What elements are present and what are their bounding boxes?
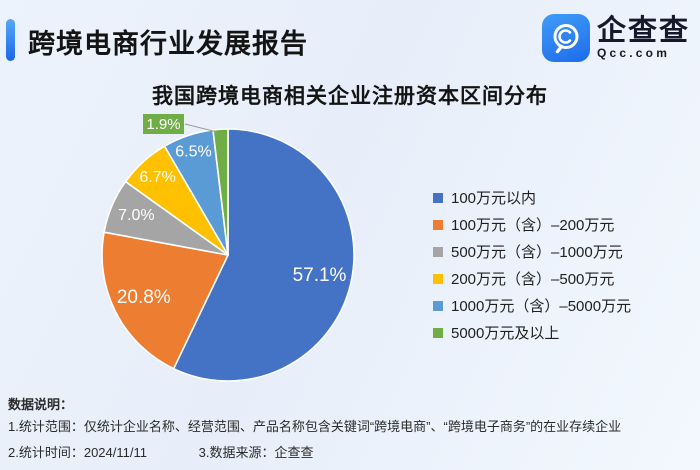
pie-callout-label: 1.9% xyxy=(143,114,184,134)
footer-data-source: 3.数据来源：企查查 xyxy=(198,445,314,460)
pie-callout-line xyxy=(184,123,218,133)
legend-label-5: 5000万元及以上 xyxy=(451,325,560,342)
brand-domain: Qcc.com xyxy=(596,46,671,60)
footer-stat-date: 2.统计时间：2024/11/11 xyxy=(8,445,147,460)
pie-slice-1 xyxy=(101,231,229,370)
legend-label-4: 1000万元（含）–5000万元 xyxy=(451,298,632,315)
brand-name: 企查查 xyxy=(596,15,690,47)
qcc-logo: 企查查 Qcc.com xyxy=(541,14,690,62)
pie-slice-label-0: 57.1% xyxy=(293,265,347,286)
legend-item-5: 5000万元及以上 xyxy=(433,319,631,346)
legend-swatch-4 xyxy=(433,300,443,311)
pie-slice-label-1: 20.8% xyxy=(117,287,171,308)
legend-item-3: 200万元（含）–500万元 xyxy=(433,265,631,292)
legend-label-1: 100万元（含）–200万元 xyxy=(451,217,615,234)
footer-scope-note: 1.统计范围：仅统计企业名称、经营范围、产品名称包含关键词“跨境电商”、“跨境电… xyxy=(8,419,622,434)
legend-swatch-5 xyxy=(433,327,443,338)
qcc-magnifier-icon xyxy=(541,14,590,62)
legend-label-2: 500万元（含）–1000万元 xyxy=(451,244,623,261)
legend-item-1: 100万元（含）–200万元 xyxy=(433,211,631,238)
chart-legend: 100万元以内 100万元（含）–200万元 500万元（含）–1000万元 200万… xyxy=(433,184,631,346)
chart-title: 我国跨境电商相关企业注册资本区间分布 xyxy=(152,85,548,108)
footer-heading: 数据说明： xyxy=(8,397,74,412)
footer-meta-row: 2.统计时间：2024/11/11 3.数据来源：企查查 xyxy=(8,442,313,461)
report-title: 跨境电商行业发展报告 xyxy=(28,29,308,59)
pie-slice-label-3: 6.7% xyxy=(139,169,175,186)
pie-slice-label-2: 7.0% xyxy=(118,207,154,224)
pie-slice-label-4: 6.5% xyxy=(175,144,211,161)
legend-item-2: 500万元（含）–1000万元 xyxy=(433,238,631,265)
legend-swatch-2 xyxy=(433,246,443,257)
legend-label-3: 200万元（含）–500万元 xyxy=(451,271,615,288)
legend-item-0: 100万元以内 xyxy=(433,184,631,211)
legend-label-0: 100万元以内 xyxy=(451,190,537,207)
brand-text: 企查查 Qcc.com xyxy=(597,16,690,60)
legend-swatch-3 xyxy=(433,273,443,284)
legend-item-4: 1000万元（含）–5000万元 xyxy=(433,292,631,319)
legend-swatch-1 xyxy=(433,219,443,230)
pie-slice-5 xyxy=(212,128,229,256)
title-accent-bar xyxy=(6,19,15,61)
pie-slice-0 xyxy=(172,128,355,382)
legend-swatch-0 xyxy=(433,192,443,203)
pie-chart: 57.1% 20.8% 7.0% 6.7%6.5% xyxy=(101,123,355,382)
